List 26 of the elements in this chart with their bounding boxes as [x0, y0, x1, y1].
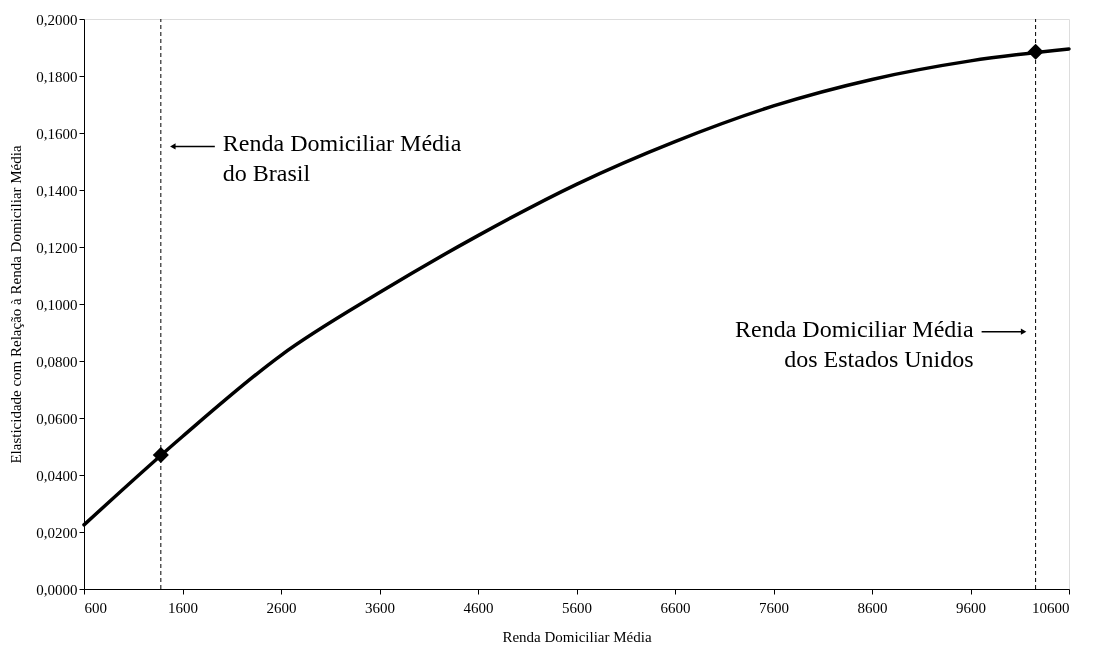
y-tick-label: 0,0800 [36, 353, 78, 370]
y-tick-label: 0,1200 [36, 239, 78, 256]
x-tick-label: 7600 [759, 599, 789, 616]
y-tick-label: 0,2000 [36, 11, 78, 28]
x-tick-label: 1600 [168, 599, 198, 616]
x-axis-title: Renda Domiciliar Média [502, 628, 652, 645]
ref-line-label: Renda Domiciliar Média dos Estados Unidos [735, 315, 974, 372]
x-tick-label: 6600 [660, 599, 691, 616]
x-tick-label: 4600 [463, 599, 494, 616]
x-tick-label: 3600 [365, 599, 395, 616]
x-tick-label: 5600 [562, 599, 592, 616]
y-tick-label: 0,1800 [36, 68, 78, 85]
y-tick-label: 0,1600 [36, 125, 78, 142]
x-tick-label: 600 [84, 599, 107, 616]
x-tick-label: 2600 [266, 599, 297, 616]
y-tick-label: 0,0200 [36, 524, 78, 541]
ref-line-label: Renda Domiciliar Média do Brasil [222, 130, 462, 187]
y-tick-label: 0,0400 [36, 467, 78, 484]
y-tick-label: 0,1400 [36, 182, 78, 199]
x-tick-label: 10600 [1032, 599, 1070, 616]
y-tick-label: 0,0000 [36, 581, 78, 598]
x-tick-label: 9600 [956, 599, 986, 616]
x-tick-label: 8600 [857, 599, 888, 616]
y-axis-title: Elasticidade com Relação à Renda Domiciliar Média [8, 145, 25, 464]
y-tick-label: 0,0600 [36, 410, 78, 427]
y-tick-label: 0,1000 [36, 296, 78, 313]
